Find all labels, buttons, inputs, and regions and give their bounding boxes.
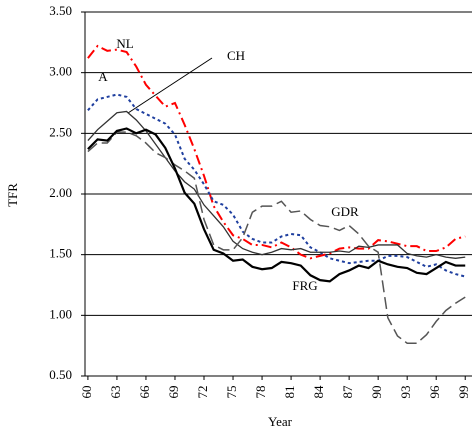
series-label: NL <box>116 36 133 51</box>
x-tick-label: 90 <box>369 386 384 399</box>
x-tick-label: 63 <box>108 386 123 399</box>
series-label: CH <box>227 48 245 63</box>
y-tick-label: 1.50 <box>49 246 72 261</box>
x-tick-label: 93 <box>398 386 413 399</box>
x-tick-label: 60 <box>79 386 94 399</box>
series-line <box>87 127 466 283</box>
x-tick-label: 84 <box>311 385 326 399</box>
series-line <box>87 131 466 344</box>
series-line <box>87 93 466 278</box>
y-tick-label: 2.00 <box>49 185 72 200</box>
series-label: A <box>98 69 108 84</box>
series-label: GDR <box>331 204 359 219</box>
y-tick-label: 1.00 <box>49 306 72 321</box>
x-axis-title: Year <box>268 414 293 429</box>
y-tick-label: 3.00 <box>49 64 72 79</box>
x-tick-label: 69 <box>166 386 181 399</box>
x-tick-label: 99 <box>456 386 471 399</box>
y-tick-label: 2.50 <box>49 124 72 139</box>
x-tick-label: 87 <box>340 385 355 399</box>
pointer-line <box>127 57 213 114</box>
y-axis-title: TFR <box>5 183 20 207</box>
series-label: FRG <box>292 278 317 293</box>
series-line <box>87 44 466 260</box>
x-tick-label: 78 <box>253 386 268 399</box>
y-tick-label: 3.50 <box>49 3 72 18</box>
x-tick-label: 96 <box>427 385 442 399</box>
x-tick-label: 75 <box>224 386 239 399</box>
y-tick-label: 0.50 <box>49 367 72 382</box>
x-tick-label: 72 <box>195 386 210 399</box>
series-line <box>87 110 466 259</box>
x-tick-label: 66 <box>137 385 152 399</box>
x-tick-label: 81 <box>282 386 297 399</box>
